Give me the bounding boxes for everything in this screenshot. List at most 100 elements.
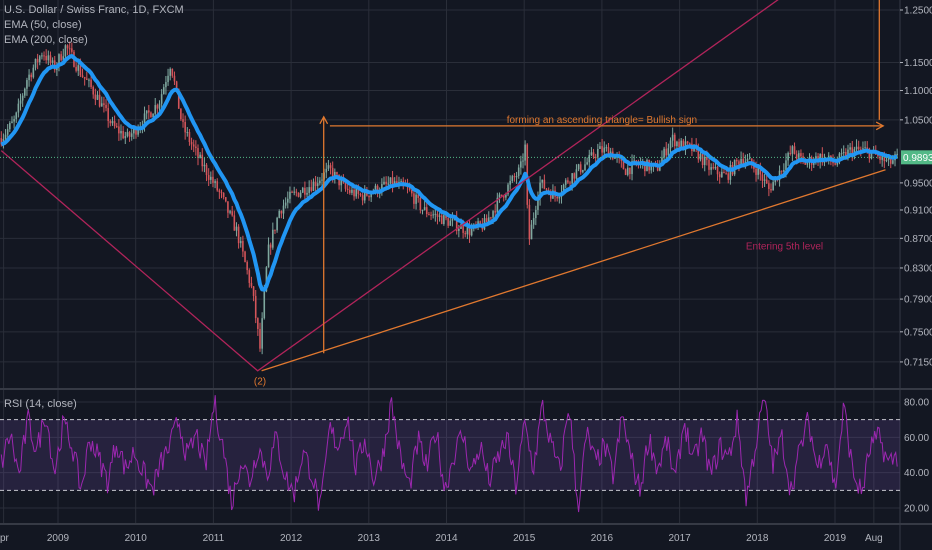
candle-body bbox=[75, 66, 77, 71]
candle-body bbox=[71, 48, 73, 52]
candle-body bbox=[490, 217, 492, 219]
candle-body bbox=[165, 82, 167, 88]
candle-body bbox=[280, 211, 283, 214]
candle-body bbox=[629, 167, 631, 175]
candle-body bbox=[207, 175, 210, 180]
candle-body bbox=[28, 74, 30, 81]
candle-body bbox=[780, 170, 783, 172]
candle-body bbox=[103, 103, 105, 105]
candle-body bbox=[197, 148, 199, 158]
candle-body bbox=[710, 167, 712, 170]
candle-body bbox=[682, 140, 685, 150]
candle-body bbox=[770, 188, 772, 191]
ema-50-line bbox=[0, 54, 898, 292]
candle-body bbox=[494, 211, 496, 213]
trend-drawings[interactable]: forming an ascending triangle= Bullish s… bbox=[0, 0, 886, 387]
candle-body bbox=[396, 181, 398, 185]
trend-line bbox=[0, 0, 779, 372]
candle-body bbox=[761, 174, 764, 181]
candle-body bbox=[791, 146, 794, 154]
candle-body bbox=[274, 229, 276, 231]
rsi-legend[interactable]: RSI (14, close) bbox=[4, 398, 77, 410]
candle-body bbox=[135, 127, 137, 135]
price-tick-label: 1.25000 bbox=[904, 6, 932, 17]
candle-body bbox=[567, 180, 569, 183]
symbol-title[interactable]: U.S. Dollar / Swiss Franc, 1D, FXCM bbox=[4, 4, 184, 16]
candle-body bbox=[391, 177, 394, 186]
candle-body bbox=[220, 192, 223, 194]
candle-body bbox=[438, 215, 441, 217]
candle-body bbox=[678, 141, 680, 148]
candle-body bbox=[58, 54, 60, 66]
candle-body bbox=[98, 94, 101, 107]
candle-body bbox=[49, 55, 52, 63]
candle-body bbox=[66, 45, 69, 49]
candle-body bbox=[124, 136, 127, 139]
time-tick-label: 2016 bbox=[591, 533, 614, 544]
candle-body bbox=[227, 201, 229, 213]
candle-body bbox=[866, 147, 869, 149]
time-tick-label: 2018 bbox=[746, 533, 769, 544]
candle-body bbox=[624, 169, 627, 175]
candle-body bbox=[152, 113, 154, 118]
candle-body bbox=[571, 173, 573, 184]
candle-body bbox=[370, 193, 372, 198]
rsi-series-line bbox=[0, 395, 898, 513]
rsi-tick-label: 80.00 bbox=[904, 398, 929, 409]
price-tick-label: 1.15000 bbox=[904, 58, 932, 69]
candle-body bbox=[735, 160, 738, 162]
candle-body bbox=[128, 132, 131, 137]
candle-body bbox=[496, 197, 499, 213]
candle-body bbox=[417, 194, 420, 198]
candle-body bbox=[793, 146, 796, 155]
candle-body bbox=[440, 215, 443, 224]
candle-body bbox=[214, 181, 216, 183]
candle-body bbox=[331, 167, 334, 178]
annotation-text: forming an ascending triangle= Bullish s… bbox=[507, 115, 697, 126]
candle-body bbox=[524, 144, 526, 161]
candle-body bbox=[569, 182, 571, 184]
candle-body bbox=[840, 153, 843, 155]
time-tick-label: Aug bbox=[865, 533, 883, 544]
candle-body bbox=[590, 152, 593, 155]
candle-body bbox=[229, 211, 231, 213]
candle-body bbox=[30, 74, 33, 78]
candle-body bbox=[601, 146, 603, 153]
candle-body bbox=[312, 181, 315, 191]
candle-body bbox=[105, 104, 107, 109]
candle-body bbox=[383, 181, 385, 185]
candle-body bbox=[460, 224, 462, 229]
candle-body bbox=[800, 153, 802, 157]
candle-body bbox=[60, 54, 62, 61]
candle-body bbox=[783, 170, 785, 172]
candle-body bbox=[400, 181, 402, 183]
candle-body bbox=[242, 241, 244, 252]
rsi-line bbox=[0, 395, 898, 513]
ema-200-legend[interactable]: EMA (200, close) bbox=[4, 34, 88, 46]
candle-body bbox=[361, 195, 364, 201]
candle-body bbox=[190, 142, 193, 145]
candle-body bbox=[62, 56, 65, 61]
candle-body bbox=[9, 122, 11, 130]
ema-50-legend[interactable]: EMA (50, close) bbox=[4, 19, 82, 31]
candle-body bbox=[4, 134, 7, 139]
candle-body bbox=[556, 196, 558, 199]
candle-body bbox=[443, 215, 445, 224]
candle-body bbox=[686, 141, 689, 144]
candle-body bbox=[239, 241, 242, 244]
candle-body bbox=[267, 244, 270, 268]
candle-body bbox=[252, 286, 255, 296]
candle-body bbox=[485, 218, 488, 222]
candle-body bbox=[284, 202, 287, 206]
candle-body bbox=[462, 224, 464, 233]
candle-body bbox=[348, 190, 351, 193]
candle-body bbox=[785, 160, 787, 171]
candle-body bbox=[697, 147, 700, 160]
candle-body bbox=[545, 188, 548, 190]
candle-body bbox=[150, 112, 152, 118]
